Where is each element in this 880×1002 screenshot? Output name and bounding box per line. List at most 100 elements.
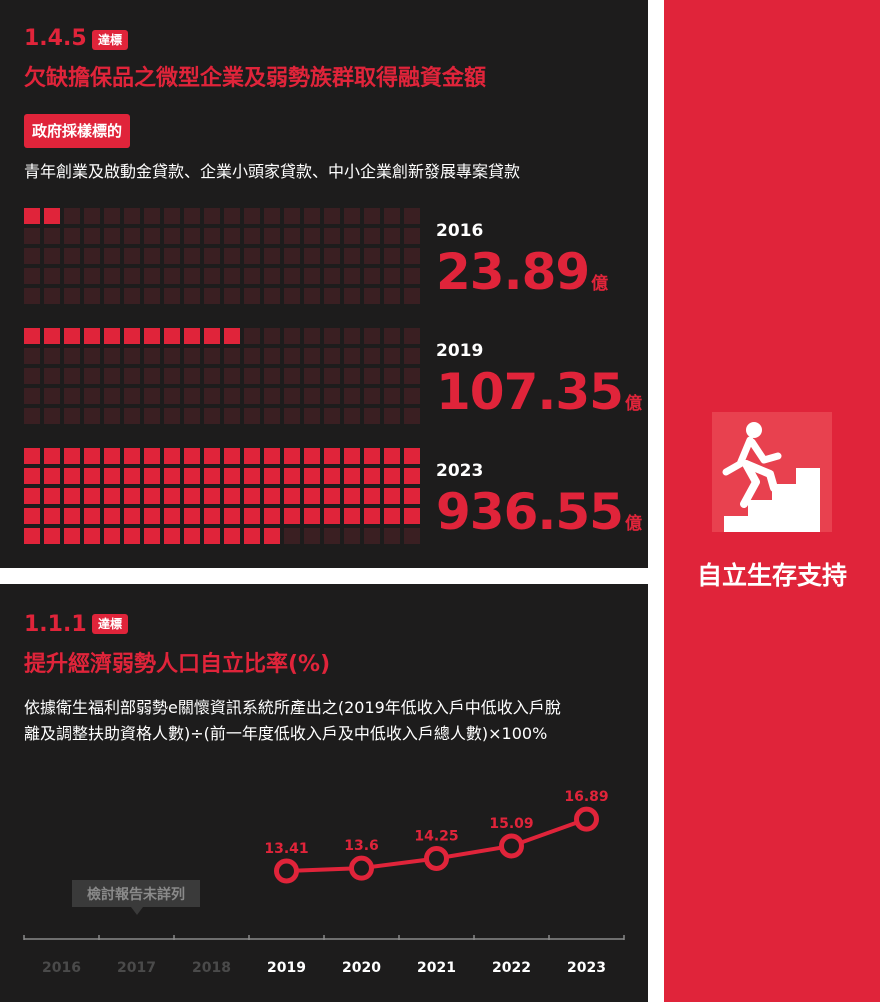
waffle-cell-filled <box>284 488 300 504</box>
amount-unit: 億 <box>591 274 609 294</box>
waffle-cell-empty <box>244 288 260 304</box>
waffle-cell-empty <box>264 368 280 384</box>
waffle-cell-empty <box>384 528 400 544</box>
waffle-cell-empty <box>324 348 340 364</box>
waffle-cell-empty <box>304 328 320 344</box>
waffle-cell-empty <box>264 388 280 404</box>
amount-2019: 107.35 億 <box>436 364 642 432</box>
waffle-cell-empty <box>104 368 120 384</box>
waffle-cell-empty <box>384 348 400 364</box>
waffle-cell-empty <box>64 268 80 284</box>
waffle-cell-empty <box>164 288 180 304</box>
waffle-cell-empty <box>24 288 40 304</box>
waffle-cell-empty <box>184 348 200 364</box>
waffle-cell-empty <box>244 328 260 344</box>
waffle-cell-empty <box>224 408 240 424</box>
waffle-cell-empty <box>324 328 340 344</box>
section-number: 1.4.5 <box>24 26 87 51</box>
waffle-cell-filled <box>284 468 300 484</box>
waffle-cell-empty <box>224 248 240 264</box>
waffle-cell-empty <box>164 208 180 224</box>
waffle-cell-empty <box>404 528 420 544</box>
data-label: 13.41 <box>264 841 308 857</box>
waffle-cell-empty <box>84 228 100 244</box>
section-title: 欠缺擔保品之微型企業及弱勢族群取得融資金額 <box>24 66 487 91</box>
waffle-cell-empty <box>244 208 260 224</box>
waffle-cell-filled <box>384 488 400 504</box>
waffle-cell-empty <box>184 368 200 384</box>
waffle-cell-empty <box>344 328 360 344</box>
waffle-cell-filled <box>204 508 220 524</box>
waffle-cell-empty <box>224 288 240 304</box>
waffle-cell-empty <box>124 348 140 364</box>
status-badge: 達標 <box>92 614 129 634</box>
waffle-cell-empty <box>204 348 220 364</box>
waffle-cell-empty <box>304 408 320 424</box>
waffle-cell-empty <box>64 348 80 364</box>
waffle-cell-empty <box>324 228 340 244</box>
waffle-cell-empty <box>84 408 100 424</box>
waffle-cell-filled <box>144 528 160 544</box>
waffle-cell-filled <box>64 328 80 344</box>
waffle-cell-empty <box>124 248 140 264</box>
waffle-cell-empty <box>64 288 80 304</box>
amount-2023: 936.55 億 <box>436 484 642 552</box>
waffle-cell-empty <box>204 228 220 244</box>
waffle-cell-filled <box>44 508 60 524</box>
waffle-cell-empty <box>164 408 180 424</box>
waffle-cell-empty <box>284 248 300 264</box>
waffle-cell-filled <box>404 488 420 504</box>
waffle-cell-empty <box>144 388 160 404</box>
waffle-cell-filled <box>264 528 280 544</box>
waffle-cell-empty <box>144 208 160 224</box>
waffle-cell-empty <box>204 368 220 384</box>
x-tick-label: 2018 <box>192 960 231 976</box>
waffle-cell-empty <box>84 368 100 384</box>
waffle-cell-empty <box>84 288 100 304</box>
waffle-cell-empty <box>24 368 40 384</box>
waffle-cell-filled <box>124 508 140 524</box>
waffle-cell-filled <box>24 448 40 464</box>
waffle-cell-empty <box>364 288 380 304</box>
waffle-cell-empty <box>284 228 300 244</box>
waffle-cell-filled <box>164 488 180 504</box>
data-label: 16.89 <box>564 789 608 805</box>
waffle-cell-empty <box>384 248 400 264</box>
waffle-cell-empty <box>184 408 200 424</box>
waffle-cell-empty <box>284 328 300 344</box>
waffle-cell-empty <box>364 208 380 224</box>
waffle-cell-empty <box>24 248 40 264</box>
waffle-cell-filled <box>204 448 220 464</box>
waffle-cell-filled <box>44 488 60 504</box>
waffle-cell-empty <box>304 208 320 224</box>
waffle-cell-empty <box>304 528 320 544</box>
waffle-cell-filled <box>224 508 240 524</box>
waffle-cell-filled <box>244 448 260 464</box>
waffle-cell-empty <box>224 388 240 404</box>
waffle-cell-filled <box>284 508 300 524</box>
waffle-cell-empty <box>144 228 160 244</box>
waffle-cell-empty <box>224 268 240 284</box>
waffle-cell-empty <box>384 228 400 244</box>
waffle-cell-filled <box>184 488 200 504</box>
target-tag: 政府採樣標的 <box>24 114 131 148</box>
waffle-cell-filled <box>124 468 140 484</box>
waffle-cell-empty <box>244 268 260 284</box>
waffle-cell-empty <box>264 288 280 304</box>
waffle-cell-filled <box>24 468 40 484</box>
self-reliance-panel: 1.1.1 達標 提升經濟弱勢人口自立比率(%) 依據衛生福利部弱勢e關懷資訊系… <box>0 584 648 1002</box>
waffle-cell-empty <box>164 348 180 364</box>
waffle-cell-empty <box>304 348 320 364</box>
waffle-cell-empty <box>44 348 60 364</box>
waffle-cell-empty <box>384 288 400 304</box>
waffle-cell-empty <box>284 368 300 384</box>
waffle-cell-filled <box>404 508 420 524</box>
waffle-cell-filled <box>304 468 320 484</box>
waffle-cell-filled <box>124 528 140 544</box>
waffle-cell-filled <box>304 508 320 524</box>
waffle-cell-filled <box>84 468 100 484</box>
waffle-cell-filled <box>44 208 60 224</box>
waffle-cell-empty <box>24 388 40 404</box>
waffle-cell-empty <box>324 408 340 424</box>
waffle-cell-empty <box>344 248 360 264</box>
